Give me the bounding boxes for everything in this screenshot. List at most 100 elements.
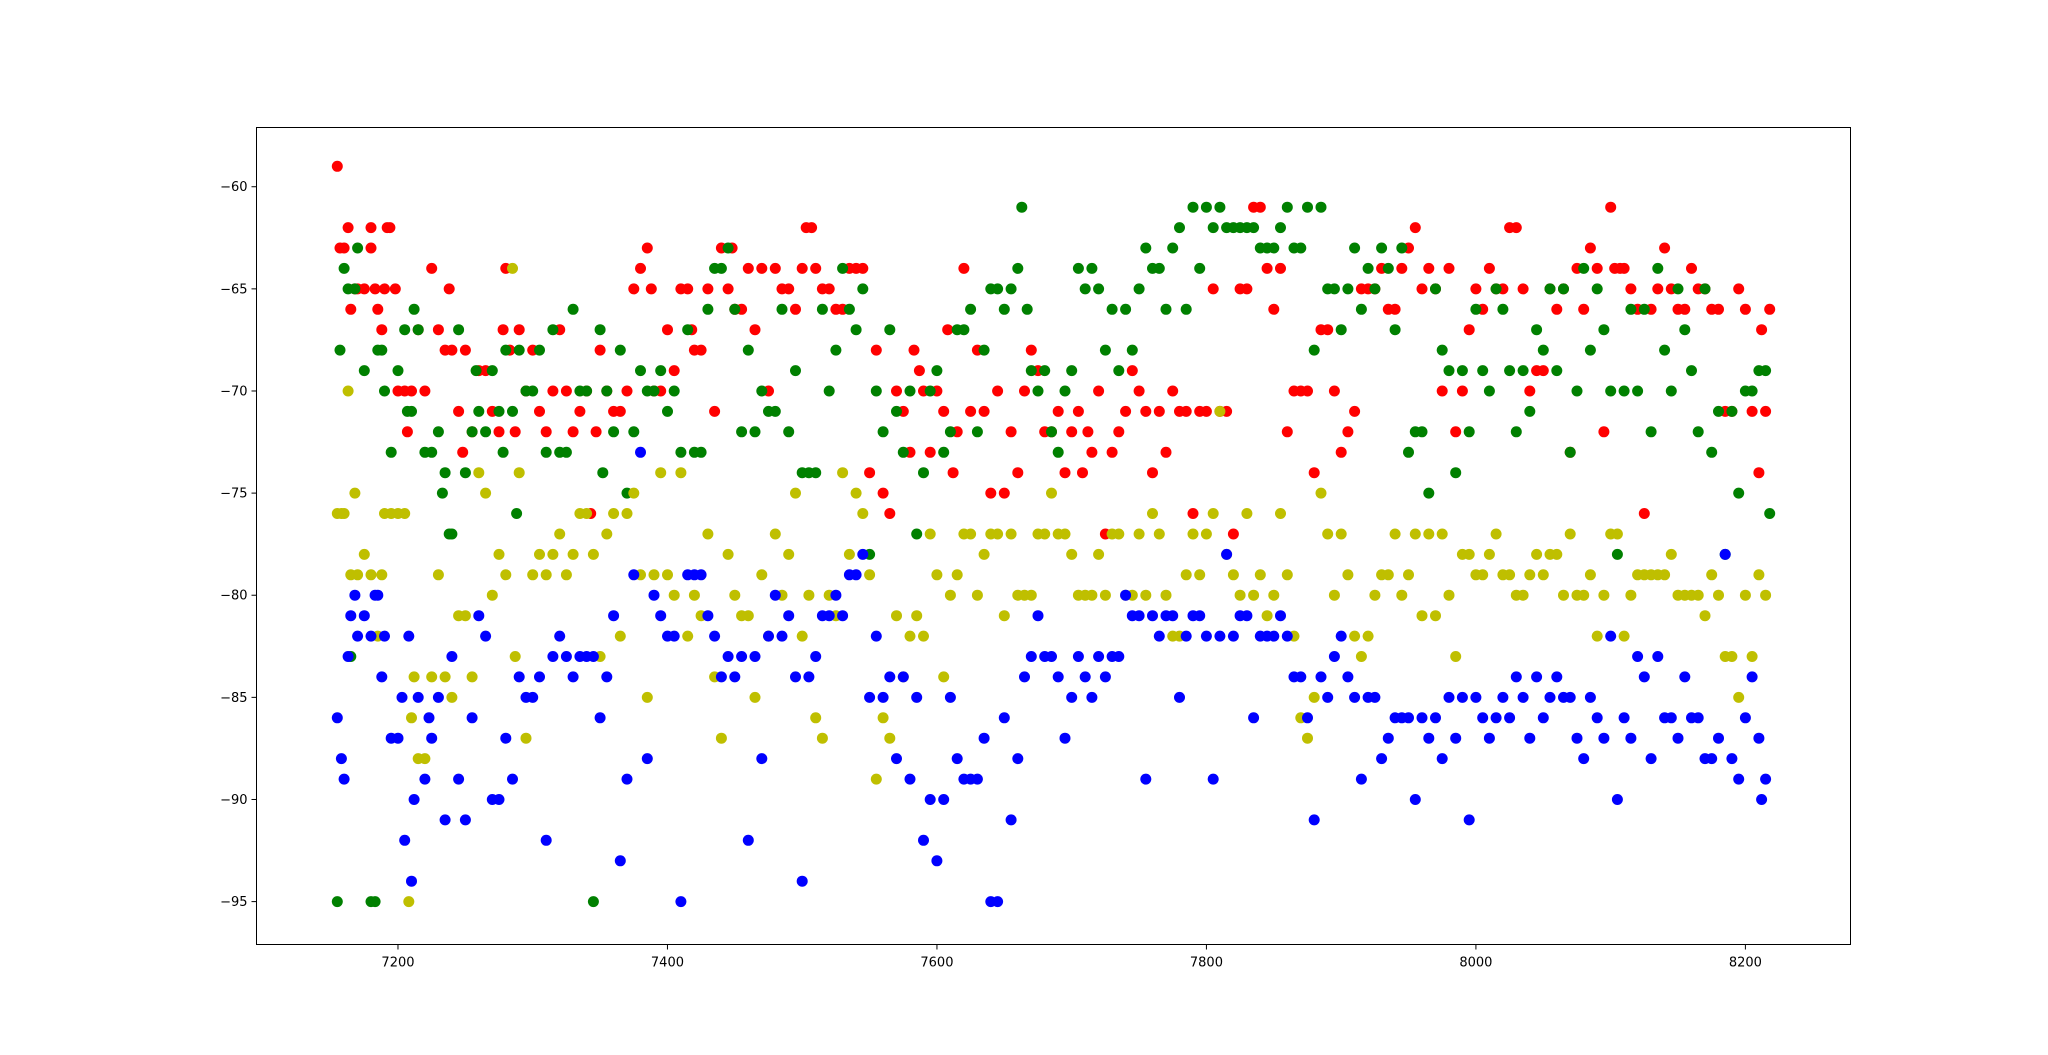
data-point bbox=[399, 834, 411, 846]
data-point bbox=[372, 589, 384, 601]
data-point bbox=[1416, 712, 1428, 724]
data-point bbox=[1477, 365, 1489, 377]
data-point bbox=[509, 651, 521, 662]
data-point bbox=[1760, 405, 1772, 417]
data-point bbox=[401, 426, 413, 438]
data-point bbox=[729, 671, 741, 683]
series-1 bbox=[331, 201, 1776, 908]
data-point bbox=[978, 732, 990, 744]
data-point bbox=[1140, 773, 1152, 785]
data-point bbox=[695, 344, 707, 356]
data-point bbox=[1328, 589, 1340, 601]
data-point bbox=[790, 487, 801, 499]
data-point bbox=[1248, 222, 1260, 234]
data-point bbox=[1072, 262, 1084, 274]
data-point bbox=[1153, 262, 1165, 274]
data-point bbox=[1436, 385, 1448, 397]
data-point bbox=[1463, 426, 1475, 438]
data-point bbox=[1584, 569, 1596, 581]
data-point bbox=[1436, 344, 1448, 356]
data-point bbox=[331, 160, 343, 172]
data-point bbox=[830, 344, 842, 356]
data-point bbox=[500, 569, 512, 581]
data-point bbox=[1450, 467, 1462, 479]
data-point bbox=[1066, 548, 1078, 560]
data-point bbox=[837, 610, 849, 622]
data-point bbox=[1584, 344, 1596, 356]
data-point bbox=[1066, 365, 1078, 377]
data-point bbox=[1349, 242, 1361, 254]
data-point bbox=[594, 712, 606, 724]
data-point bbox=[379, 385, 390, 397]
data-point bbox=[349, 487, 361, 499]
data-point bbox=[1241, 508, 1253, 519]
data-point bbox=[1430, 610, 1441, 622]
data-point bbox=[1322, 324, 1334, 336]
data-point bbox=[1308, 814, 1320, 826]
data-point bbox=[1275, 508, 1286, 519]
data-point bbox=[1342, 671, 1354, 683]
data-point bbox=[924, 528, 936, 540]
data-point bbox=[1254, 201, 1266, 213]
data-point bbox=[457, 446, 469, 458]
data-point bbox=[1524, 385, 1536, 397]
data-point bbox=[1645, 426, 1657, 438]
data-point bbox=[1328, 651, 1340, 662]
data-point bbox=[1497, 691, 1509, 703]
data-point bbox=[749, 651, 761, 662]
data-point bbox=[1295, 242, 1307, 254]
data-point bbox=[891, 610, 902, 622]
data-point bbox=[1200, 201, 1212, 213]
data-point bbox=[837, 467, 849, 479]
data-point bbox=[1207, 773, 1219, 785]
data-point bbox=[1551, 671, 1563, 683]
data-point bbox=[453, 324, 465, 336]
data-point bbox=[843, 548, 855, 560]
data-point bbox=[715, 671, 727, 683]
data-point bbox=[1005, 814, 1017, 826]
data-point bbox=[1227, 569, 1239, 581]
data-point bbox=[1443, 691, 1455, 703]
data-point bbox=[662, 324, 673, 336]
data-point bbox=[992, 528, 1004, 540]
data-point bbox=[668, 589, 680, 601]
data-point bbox=[1328, 385, 1340, 397]
data-point bbox=[904, 773, 916, 785]
data-point bbox=[1753, 569, 1765, 581]
data-point bbox=[1180, 630, 1192, 642]
data-point bbox=[1436, 753, 1448, 765]
data-point bbox=[783, 426, 795, 438]
data-point bbox=[897, 446, 909, 458]
x-tick-label: 7600 bbox=[920, 956, 953, 971]
data-point bbox=[655, 467, 667, 479]
data-point bbox=[500, 344, 512, 356]
data-point bbox=[1025, 344, 1037, 356]
data-point bbox=[1099, 589, 1111, 601]
data-point bbox=[1726, 651, 1738, 662]
data-point bbox=[1396, 262, 1408, 274]
data-point bbox=[1558, 283, 1569, 295]
data-point bbox=[509, 426, 521, 438]
data-point bbox=[749, 324, 761, 336]
data-point bbox=[1335, 446, 1347, 458]
data-point bbox=[608, 610, 620, 622]
data-point bbox=[695, 569, 707, 581]
data-point bbox=[1227, 630, 1239, 642]
data-point bbox=[379, 283, 390, 295]
data-point bbox=[1611, 794, 1623, 805]
data-point bbox=[1349, 691, 1361, 703]
data-point bbox=[338, 262, 350, 274]
data-point bbox=[1275, 610, 1286, 622]
data-point bbox=[1645, 753, 1657, 765]
y-tick-label: −95 bbox=[220, 895, 247, 910]
data-point bbox=[342, 651, 354, 662]
data-point bbox=[446, 691, 458, 703]
data-point bbox=[790, 671, 801, 683]
data-point bbox=[1086, 589, 1098, 601]
data-point bbox=[423, 712, 435, 724]
data-point bbox=[1463, 324, 1475, 336]
data-point bbox=[358, 548, 370, 560]
data-point bbox=[682, 283, 694, 295]
data-point bbox=[1584, 691, 1596, 703]
data-point bbox=[406, 405, 417, 417]
